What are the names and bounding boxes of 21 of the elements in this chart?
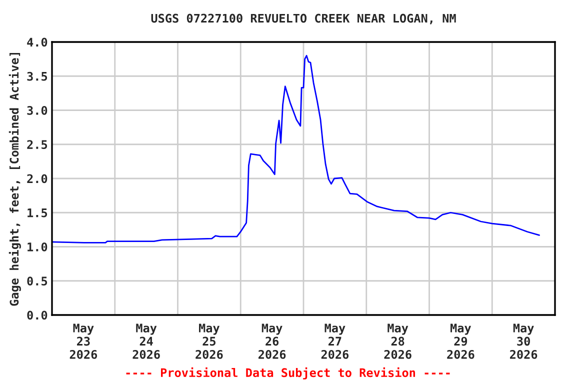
y-tick-label: 1.0 xyxy=(28,242,48,252)
x-tick-label: May 23 2026 xyxy=(70,324,98,359)
y-tick-label: 2.5 xyxy=(27,140,48,150)
y-tick-label: 3.5 xyxy=(27,72,48,81)
x-tick-label: May 26 2026 xyxy=(258,324,286,359)
y-tick-label: 1.5 xyxy=(28,208,48,218)
x-tick-label: May 24 2026 xyxy=(132,324,160,359)
x-tick-label: May 27 2026 xyxy=(321,324,349,359)
x-tick-label: May 30 2026 xyxy=(510,324,538,359)
y-tick-label: 0.0 xyxy=(27,310,48,320)
y-tick-label: 3.0 xyxy=(27,106,48,115)
y-axis-title: Gage height, feet, [Combined Active] xyxy=(8,52,21,306)
text: ---- Provisional Data Subject to Revision ---- xyxy=(126,367,450,380)
line-series xyxy=(52,54,540,244)
x-tick-label: May 28 2026 xyxy=(384,324,412,359)
y-tick-label: 0.5 xyxy=(27,276,48,286)
y-tick-label: 4.0 xyxy=(27,38,48,47)
chart-title: USGS 07227100 REVUELTO CREEK NEAR LOGAN, NM xyxy=(151,14,456,24)
y-tick-label: 2.0 xyxy=(27,174,48,184)
x-tick-label: May 29 2026 xyxy=(447,324,474,359)
x-tick-label: May 25 2026 xyxy=(196,324,223,359)
